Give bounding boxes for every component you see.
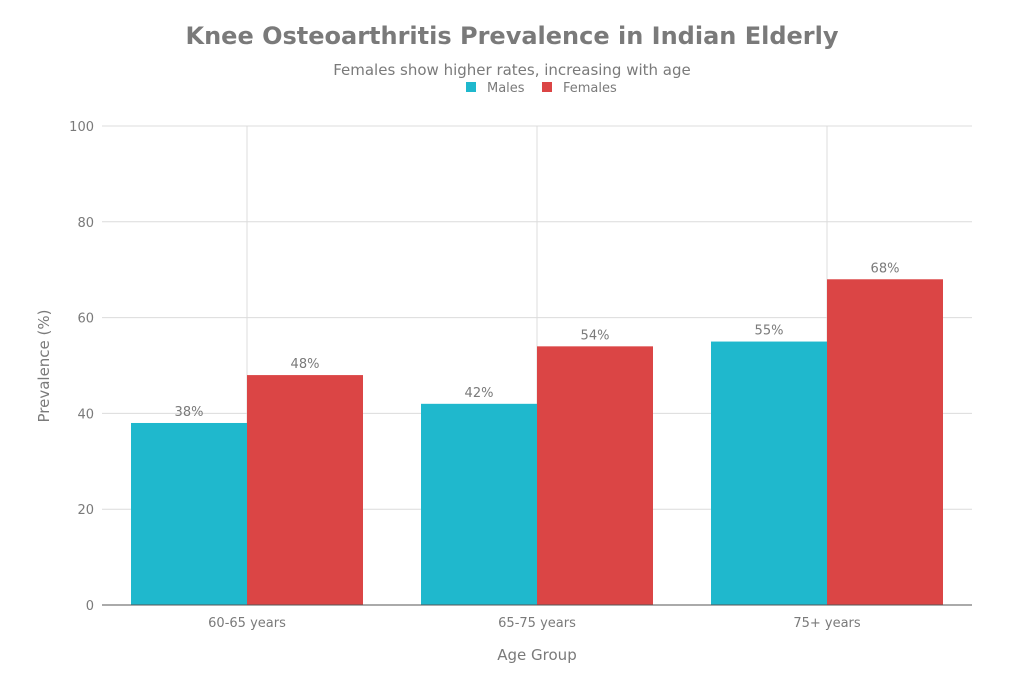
data-label: 38% [175, 405, 204, 420]
bar-females [827, 279, 943, 605]
data-label: 42% [465, 386, 494, 401]
x-tick-label: 60-65 years [208, 616, 286, 631]
legend-swatch-females [542, 82, 552, 92]
data-label: 54% [581, 328, 610, 343]
bar-males [421, 403, 537, 605]
bar-males [711, 341, 827, 605]
bar-females [537, 346, 653, 605]
legend-label-males: Males [487, 81, 525, 96]
y-tick-label: 0 [86, 599, 94, 614]
y-axis-title: Prevalence (%) [35, 309, 53, 422]
x-tick-label: 75+ years [793, 616, 861, 631]
chart-title: Knee Osteoarthritis Prevalence in Indian… [185, 22, 838, 50]
y-tick-label: 20 [77, 503, 94, 518]
data-label: 68% [871, 261, 900, 276]
y-tick-label: 80 [77, 216, 94, 231]
legend: Males Females [466, 81, 617, 96]
y-tick-label: 60 [77, 312, 94, 327]
bar-females [247, 375, 363, 605]
data-label: 48% [291, 357, 320, 372]
chart-subtitle: Females show higher rates, increasing wi… [333, 61, 691, 79]
y-tick-label: 100 [69, 120, 94, 135]
y-tick-label: 40 [77, 407, 94, 422]
legend-swatch-males [466, 82, 476, 92]
x-axis-title: Age Group [497, 646, 576, 664]
bar-males [131, 422, 247, 605]
data-label: 55% [755, 324, 784, 339]
x-tick-label: 65-75 years [498, 616, 576, 631]
legend-label-females: Females [563, 81, 617, 96]
